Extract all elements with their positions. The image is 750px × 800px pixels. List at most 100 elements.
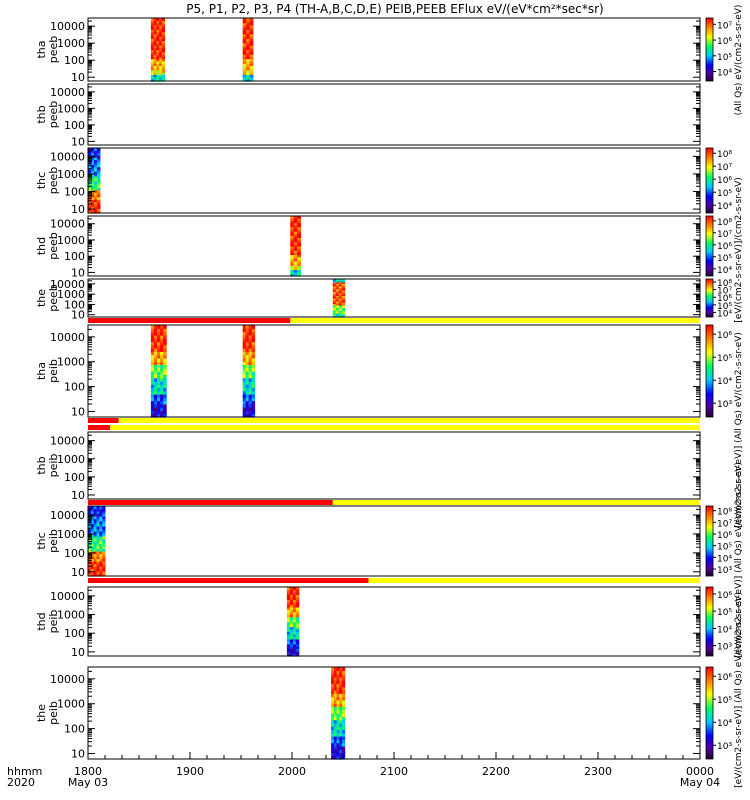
spectrogram-cell — [245, 325, 250, 329]
spectrogram-cell — [160, 348, 164, 352]
spectrogram-cell — [336, 683, 340, 688]
spectrogram-cell — [161, 45, 165, 48]
colorbar — [705, 324, 714, 418]
spectrogram-cell — [335, 312, 340, 315]
colorbar-tick-label: 10⁸ — [717, 279, 732, 289]
spectrogram-cell — [335, 291, 340, 294]
spectrogram-cell — [290, 269, 295, 273]
spectrogram-cell — [246, 67, 250, 71]
spectrogram-cell — [338, 287, 343, 290]
spectrogram-cell — [161, 40, 165, 44]
spectrogram-cell — [290, 248, 295, 251]
spectrogram-cell — [160, 351, 164, 356]
spectrogram-cell — [338, 310, 343, 313]
spectrogram-cell — [249, 54, 254, 57]
spectrogram-cell — [331, 690, 335, 694]
spectrogram-cell — [157, 400, 161, 405]
spectrogram-cell — [332, 304, 337, 307]
spectrogram-cell — [251, 387, 256, 392]
spectrogram-cell — [338, 303, 343, 306]
colorbar — [705, 17, 714, 82]
spectrogram-cell — [293, 246, 298, 249]
spectrogram-cell — [154, 357, 158, 362]
spectrogram-cell — [96, 513, 100, 517]
spectrogram-cell — [289, 626, 294, 630]
colorbar — [705, 666, 714, 760]
colorbar-tick-label: 10⁴ — [717, 266, 732, 276]
spectrogram-cell — [242, 67, 247, 71]
energy-tick-label: 1000 — [57, 234, 85, 247]
spectrogram-cell — [331, 680, 335, 684]
spectrogram-cell — [242, 341, 247, 346]
spectrogram-cell — [331, 667, 335, 671]
spectrogram-cell — [242, 22, 247, 26]
spectrogram-cell — [331, 742, 335, 747]
spectrogram-cell — [297, 271, 301, 275]
spectrogram-cell — [335, 285, 340, 288]
colorbar — [705, 586, 714, 657]
spectrogram-cell — [331, 703, 335, 707]
spectrogram-cell — [286, 624, 291, 628]
spectrogram-cell — [333, 749, 337, 753]
spectrogram-cell — [102, 553, 106, 557]
spectrogram-cell — [297, 252, 301, 256]
colorbar-tick-label: 10⁷ — [717, 163, 732, 173]
spectrogram-cell — [159, 49, 163, 53]
spectrogram-cell — [99, 526, 103, 530]
spectrogram-cell — [289, 621, 294, 625]
spectrogram-cell — [153, 49, 157, 53]
spectrogram-cell — [99, 558, 103, 562]
spectrogram-cell — [159, 40, 163, 44]
spectrogram-cell — [295, 636, 300, 640]
spectrogram-cell — [88, 175, 92, 179]
spectrogram-cell — [154, 371, 158, 375]
spectrogram-cell — [341, 303, 346, 306]
spectrogram-cell — [293, 269, 298, 273]
spectrogram-cell — [96, 526, 100, 530]
spectrogram-cell — [339, 693, 343, 698]
spectrogram-cell — [336, 742, 340, 747]
panel-background — [88, 667, 700, 759]
spectrogram-cell — [96, 536, 100, 540]
spectrogram-cell — [150, 51, 155, 55]
spectrogram-cell — [342, 667, 346, 671]
spectrogram-cell — [336, 726, 340, 730]
spectrogram-cell — [286, 619, 291, 623]
spectrogram-cell — [249, 33, 254, 37]
energy-tick-label: 10000 — [50, 673, 85, 686]
spectrogram-cell — [93, 521, 97, 525]
spectrogram-cell — [159, 31, 163, 35]
spectrogram-cell — [94, 192, 98, 195]
spectrogram-cell — [93, 523, 97, 527]
spectrogram-cell — [99, 548, 103, 552]
panel-ylabel-product: peib — [47, 529, 60, 553]
colorbar-tick-label: 10⁶ — [717, 591, 732, 601]
spectrogram-cell — [289, 641, 294, 645]
spectrogram-cell — [292, 619, 297, 623]
spectrogram-cell — [159, 38, 163, 42]
time-tick-label: 0000 — [686, 765, 714, 778]
spectrogram-cell — [342, 732, 346, 737]
spectrogram-cell — [156, 76, 160, 80]
spectrogram-cell — [297, 273, 301, 277]
spectrogram-cell — [342, 670, 346, 675]
spectrogram-cell — [163, 354, 167, 359]
spectrogram-cell — [90, 508, 95, 512]
spectrogram-cell — [342, 749, 346, 753]
spectrogram-cell — [88, 518, 92, 522]
spectrogram-cell — [150, 403, 155, 408]
spectrogram-cell — [297, 258, 301, 262]
spectrogram-cell — [93, 573, 97, 577]
spectrogram-cell — [286, 651, 291, 655]
spectrogram-cell — [248, 354, 253, 359]
spectrogram-cell — [286, 633, 291, 637]
spectrogram-cell — [150, 36, 155, 39]
spectrogram-cell — [159, 65, 163, 69]
spectrogram-cell — [88, 541, 92, 545]
spectrogram-cell — [153, 58, 157, 62]
spectrogram-cell — [293, 237, 298, 241]
panel-ylabel-probe: thc — [35, 532, 48, 549]
spectrogram-cell — [335, 299, 340, 302]
